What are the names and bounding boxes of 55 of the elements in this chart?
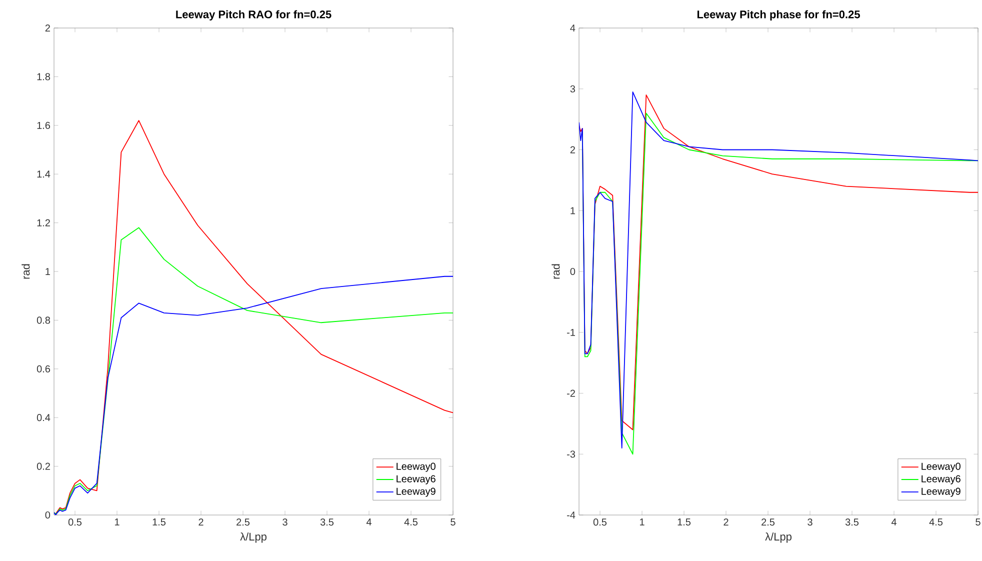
y-tick-label: 0.6: [36, 365, 50, 372]
y-tick-label: -1: [567, 328, 575, 336]
x-tick-label: 1: [640, 518, 644, 526]
x-tick-label: 3.5: [320, 518, 334, 526]
x-tick-label: 1.5: [152, 518, 166, 526]
y-tick-label: 0.2: [36, 462, 50, 470]
x-tick-label: 5: [450, 518, 456, 526]
y-tick-label: 0.4: [36, 414, 50, 422]
line-series: [54, 227, 454, 514]
y-tick-label: 1.6: [37, 122, 50, 129]
legend-label: Leeway9: [922, 488, 960, 497]
x-tick-label: 1.5: [678, 518, 691, 526]
y-tick-label: 2: [45, 24, 50, 32]
x-tick-label: 4.5: [929, 518, 943, 526]
x-tick-label: 3.5: [845, 518, 859, 526]
y-axis-title: rad: [552, 264, 560, 279]
y-tick-label: 1.4: [37, 170, 50, 178]
y-tick-label: 0.8: [36, 316, 50, 324]
y-tick-label: 0: [45, 511, 50, 519]
x-tick-label: 0.5: [593, 518, 607, 526]
x-tick-label: 3: [808, 518, 812, 526]
x-axis-title: λ/Lpp: [765, 532, 792, 543]
x-tick-label: 2.5: [762, 518, 775, 526]
y-tick-label: 1: [570, 207, 575, 214]
x-tick-label: 0.5: [68, 518, 82, 526]
y-tick-label: -3: [567, 450, 576, 458]
chart-title: Leeway Pitch RAO for fn=0.25: [176, 10, 332, 20]
x-tick-label: 4: [891, 518, 896, 526]
legend-label: Leeway6: [922, 475, 960, 484]
x-tick-label: 4.5: [404, 518, 418, 526]
legend-label: Leeway0: [396, 462, 436, 472]
x-tick-label: 2: [198, 518, 204, 526]
legend-label: Leeway6: [396, 475, 436, 484]
legend-label: Leeway0: [922, 462, 960, 472]
x-tick-label: 3: [282, 518, 288, 526]
y-tick-label: -2: [567, 390, 575, 397]
x-tick-label: 5: [976, 518, 980, 526]
legend-label: Leeway9: [396, 488, 436, 497]
x-tick-label: 1: [114, 518, 120, 526]
y-tick-label: 0: [570, 268, 576, 276]
y-tick-label: -4: [567, 512, 576, 518]
x-tick-label: 2.5: [236, 518, 250, 526]
y-tick-label: 1.2: [37, 219, 50, 226]
y-tick-label: 3: [570, 85, 576, 92]
line-series: [54, 120, 454, 514]
y-tick-label: 1.8: [37, 73, 50, 80]
y-axis-title: rad: [22, 264, 30, 279]
y-tick-label: 4: [570, 24, 576, 32]
x-axis-title: λ/Lpp: [240, 532, 266, 543]
chart-title: Leeway Pitch phase for fn=0.25: [697, 10, 860, 20]
y-tick-label: 2: [570, 146, 575, 154]
line-series: [54, 276, 454, 515]
x-tick-label: 4: [366, 518, 372, 526]
x-tick-label: 2: [724, 518, 728, 526]
y-tick-label: 1: [46, 268, 50, 275]
